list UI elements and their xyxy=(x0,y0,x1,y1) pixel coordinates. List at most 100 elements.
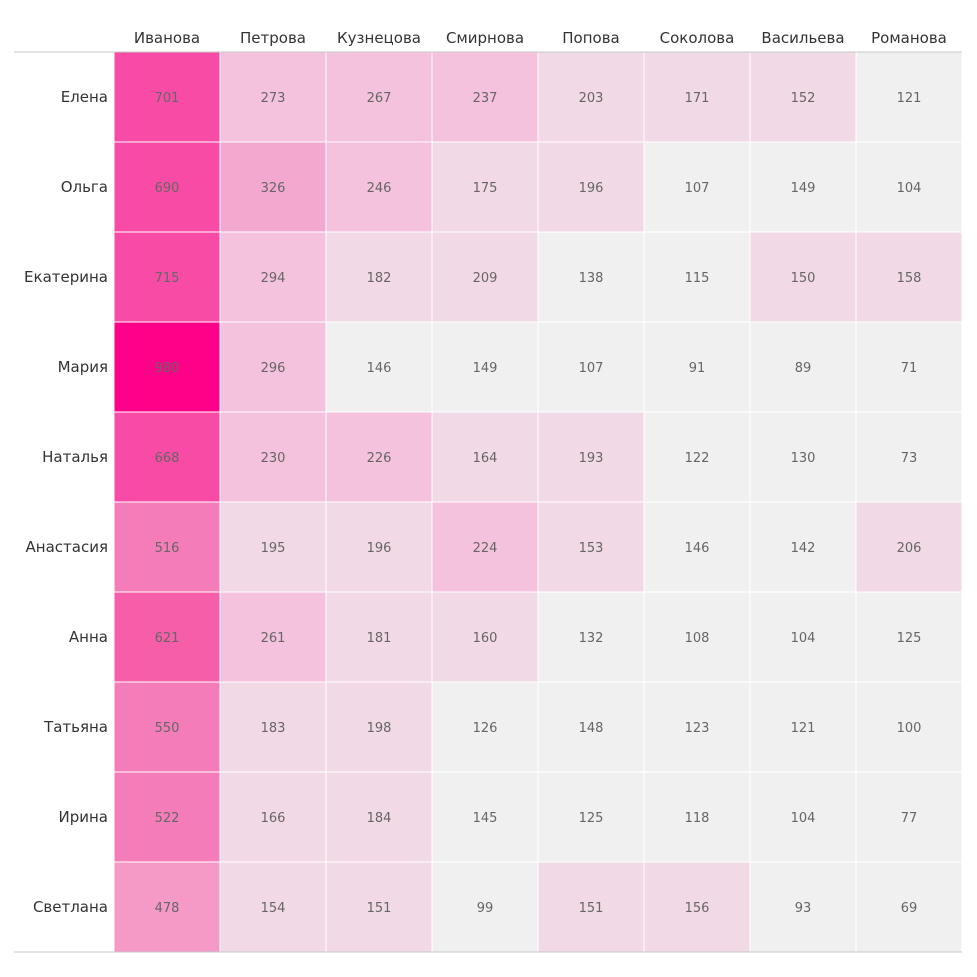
heatmap-cell xyxy=(644,232,750,322)
cell-value-label: 690 xyxy=(155,181,180,196)
cell-value-label: 267 xyxy=(367,91,392,106)
cell-value-label: 171 xyxy=(685,91,710,106)
heatmap-cell xyxy=(644,322,750,412)
cell-value-label: 149 xyxy=(791,181,816,196)
heatmap-cell xyxy=(220,862,326,952)
cell-value-label: 146 xyxy=(367,361,392,376)
heatmap-cell xyxy=(220,232,326,322)
column-label: Иванова xyxy=(134,29,200,47)
heatmap-cell xyxy=(326,142,432,232)
heatmap-cell xyxy=(432,862,538,952)
cell-value-label: 151 xyxy=(579,901,604,916)
heatmap-cell xyxy=(326,862,432,952)
heatmap-cell xyxy=(750,862,856,952)
heatmap-cell xyxy=(538,412,644,502)
column-labels: Иванова Петрова Кузнецова Смирнова Попова Сок… xyxy=(134,29,947,47)
heatmap-cell xyxy=(114,52,220,142)
cell-value-label: 195 xyxy=(261,541,286,556)
cell-value-label: 478 xyxy=(155,901,180,916)
cell-value-label: 145 xyxy=(473,811,498,826)
heatmap-cell xyxy=(220,772,326,862)
cell-value-label: 224 xyxy=(473,541,498,556)
cell-value-label: 115 xyxy=(685,271,710,286)
cell-value-label: 203 xyxy=(579,91,604,106)
heatmap-cell xyxy=(114,142,220,232)
cell-value-label: 99 xyxy=(477,901,494,916)
cell-value-label: 193 xyxy=(579,451,604,466)
heatmap-cells: 701 273 267 237 203 171 152 121 690 326 246 175 196 1… xyxy=(114,52,962,952)
cell-value-label: 108 xyxy=(685,631,710,646)
heatmap-cell xyxy=(538,862,644,952)
heatmap-cell xyxy=(538,232,644,322)
cell-value-label: 980 xyxy=(155,361,180,376)
row-label: Татьяна xyxy=(43,718,108,736)
heatmap-cell xyxy=(432,592,538,682)
heatmap-cell xyxy=(856,502,962,592)
cell-value-label: 516 xyxy=(155,541,180,556)
cell-value-label: 121 xyxy=(897,91,922,106)
heatmap-cell xyxy=(750,682,856,772)
heatmap-cell xyxy=(220,52,326,142)
cell-value-label: 123 xyxy=(685,721,710,736)
heatmap-cell xyxy=(220,592,326,682)
heatmap-cell xyxy=(856,412,962,502)
heatmap-cell xyxy=(114,502,220,592)
row-labels: Елена Ольга Екатерина Мария Наталья Анастасия… xyxy=(24,88,108,916)
cell-value-label: 118 xyxy=(685,811,710,826)
row-label: Светлана xyxy=(33,898,108,916)
cell-value-label: 89 xyxy=(795,361,812,376)
cell-value-label: 100 xyxy=(897,721,922,736)
heatmap-cell xyxy=(856,52,962,142)
heatmap-cell xyxy=(856,862,962,952)
heatmap-cell xyxy=(432,322,538,412)
cell-value-label: 121 xyxy=(791,721,816,736)
heatmap-cell xyxy=(538,322,644,412)
heatmap-cell xyxy=(644,502,750,592)
heatmap-cell xyxy=(220,412,326,502)
cell-value-label: 149 xyxy=(473,361,498,376)
cell-value-label: 701 xyxy=(155,91,180,106)
heatmap-cell xyxy=(432,682,538,772)
heatmap-cell xyxy=(114,412,220,502)
cell-value-label: 71 xyxy=(901,361,918,376)
row-label: Анастасия xyxy=(26,538,108,556)
cell-value-label: 668 xyxy=(155,451,180,466)
heatmap-cell xyxy=(114,322,220,412)
heatmap-cell xyxy=(538,142,644,232)
cell-value-label: 296 xyxy=(261,361,286,376)
heatmap-cell xyxy=(750,232,856,322)
cell-value-label: 132 xyxy=(579,631,604,646)
heatmap-cell xyxy=(432,142,538,232)
heatmap-cell xyxy=(326,52,432,142)
cell-value-label: 107 xyxy=(579,361,604,376)
cell-value-label: 104 xyxy=(791,811,816,826)
cell-value-label: 73 xyxy=(901,451,918,466)
cell-value-label: 237 xyxy=(473,91,498,106)
heatmap-cell xyxy=(750,52,856,142)
heatmap-cell xyxy=(432,412,538,502)
heatmap-cell xyxy=(856,772,962,862)
cell-value-label: 126 xyxy=(473,721,498,736)
heatmap-cell xyxy=(432,232,538,322)
row-label: Анна xyxy=(69,628,108,646)
heatmap-cell xyxy=(326,592,432,682)
cell-value-label: 130 xyxy=(791,451,816,466)
cell-value-label: 151 xyxy=(367,901,392,916)
row-label: Мария xyxy=(58,358,108,376)
column-label: Романова xyxy=(871,29,947,47)
heatmap-cell xyxy=(326,772,432,862)
row-label: Ирина xyxy=(59,808,109,826)
cell-value-label: 93 xyxy=(795,901,812,916)
heatmap-cell xyxy=(220,682,326,772)
cell-value-label: 183 xyxy=(261,721,286,736)
heatmap-cell xyxy=(750,412,856,502)
cell-value-label: 209 xyxy=(473,271,498,286)
heatmap-cell xyxy=(750,592,856,682)
heatmap-cell xyxy=(432,772,538,862)
heatmap-cell xyxy=(432,502,538,592)
cell-value-label: 152 xyxy=(791,91,816,106)
cell-value-label: 160 xyxy=(473,631,498,646)
heatmap-cell xyxy=(114,232,220,322)
cell-value-label: 184 xyxy=(367,811,392,826)
